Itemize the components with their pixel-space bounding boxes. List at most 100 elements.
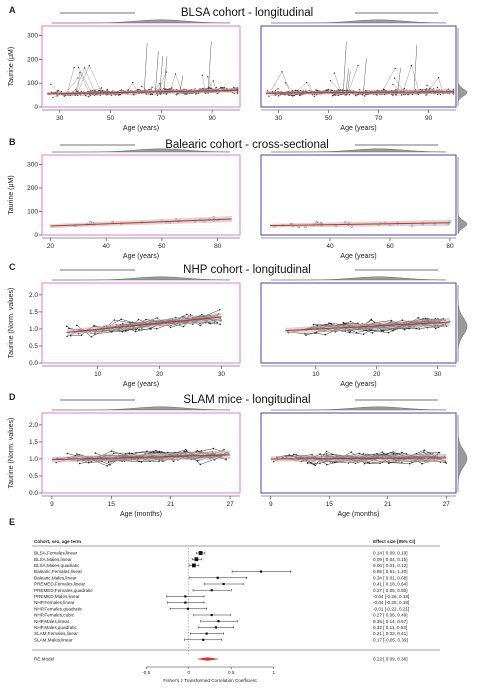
- outlier-trajectory: [343, 41, 347, 93]
- y-tick-label: 100: [27, 80, 38, 87]
- y-tick-label: 1.5: [29, 309, 38, 316]
- fit-line: [285, 321, 450, 332]
- x-axis-label: Age (years): [123, 125, 159, 132]
- plot-frame: [260, 412, 457, 494]
- confidence-band: [270, 453, 447, 463]
- x-axis-label: Age (years): [123, 253, 159, 260]
- y-tick-label: 1.0: [29, 456, 38, 463]
- forest-effect-text: 0.34 [ 0.01, 0.68]: [373, 575, 407, 580]
- x-tick-label: 15: [108, 501, 116, 508]
- forest-effect-text: 0.06 [ 0.01, 0.12]: [373, 563, 407, 568]
- forest-estimate: [210, 589, 213, 592]
- subject-trajectory: [72, 67, 96, 95]
- panel-title: Balearic cohort - cross-sectional: [165, 139, 329, 151]
- data-point: [308, 89, 310, 92]
- data-point: [419, 88, 421, 91]
- forest-estimate: [184, 595, 187, 598]
- x-axis-label: Age (years): [340, 253, 376, 260]
- y-tick-label: 200: [27, 185, 38, 192]
- y-density: [457, 285, 468, 362]
- panel-letter: C: [9, 262, 16, 272]
- data-point: [66, 335, 68, 338]
- forest-x-tick-label: 0: [187, 670, 190, 675]
- confidence-band: [66, 312, 222, 336]
- forest-effect-text: 0.85 [ 0.51, 1.20]: [373, 569, 407, 574]
- forest-effect-text: -0.01 [-0.22, 0.21]: [373, 606, 409, 611]
- forest-x-tick-label: 0.5: [228, 670, 235, 675]
- panel-title: NHP cohort - longitudinal: [183, 264, 311, 276]
- forest-estimate: [214, 626, 218, 629]
- outlier-trajectory: [347, 71, 351, 93]
- x-tick-label: 40: [326, 243, 334, 250]
- x-density: [52, 276, 231, 281]
- data-point: [68, 327, 70, 330]
- x-axis-label: Age (years): [340, 125, 376, 132]
- data-point: [268, 95, 270, 97]
- male-subplot: 30 50 70 90 Age (years): [260, 19, 468, 132]
- panel-d: D SLAM mice - longitudinal Taurine (Norm. …: [8, 392, 468, 518]
- subject-trajectory: [160, 88, 164, 90]
- panel-letter: A: [9, 5, 16, 15]
- y-tick-label: 300: [27, 161, 38, 168]
- plot-frame: [260, 282, 457, 364]
- x-tick-label: 50: [325, 115, 333, 122]
- forest-estimate: [217, 620, 220, 623]
- y-axis-label: Taurine (Norm. values): [8, 288, 15, 359]
- forest-estimate: [216, 576, 219, 579]
- x-tick-label: 70: [375, 115, 383, 122]
- forest-summary-text: 0.22 [ 0.09, 0.36]: [373, 657, 407, 662]
- x-tick-label: 80: [446, 243, 454, 250]
- x-density: [52, 406, 231, 411]
- outlier-trajectory: [163, 56, 168, 92]
- forest-row-label: Balearic,Males,linear: [34, 575, 77, 580]
- forest-row-label: NHP,Males,quadratic: [34, 625, 78, 630]
- data-point: [411, 93, 414, 96]
- y-tick-label: 0: [34, 232, 38, 239]
- female-subplot: 0 100 200 300 20 40 60 80 Age (years): [27, 148, 241, 260]
- confidence-band: [50, 215, 232, 228]
- y-tick-label: 1.5: [29, 439, 38, 446]
- x-axis-label: Age (years): [123, 381, 159, 388]
- forest-estimate: [186, 607, 189, 610]
- forest-effect-text: 0.14 [ 0.09, 0.19]: [373, 551, 407, 556]
- forest-row-label: SLAM,Females,linear: [34, 631, 78, 636]
- forest-row-label: NHP,Females,cubic: [34, 613, 75, 618]
- forest-estimate: [210, 613, 213, 617]
- forest-header-right: Effect size [95% CI]: [373, 539, 416, 544]
- y-tick-label: 300: [27, 33, 38, 40]
- x-axis-label: Age (years): [340, 381, 376, 388]
- subject-trajectory: [394, 78, 405, 92]
- subject-trajectory: [205, 80, 217, 91]
- x-tick-label: 40: [103, 243, 111, 250]
- y-tick-label: 0.0: [29, 360, 38, 367]
- y-axis-label: Taurine (μM): [8, 175, 15, 214]
- y-tick-label: 100: [27, 208, 38, 215]
- forest-row-label: PREMED,Males,linear: [34, 594, 80, 599]
- x-density: [271, 276, 447, 281]
- subject-trajectory: [80, 94, 89, 97]
- forest-header-left: Cohort, sex, age term: [34, 539, 81, 544]
- panel-letter: E: [9, 517, 15, 527]
- data-point: [52, 96, 54, 99]
- forest-estimate: [202, 638, 205, 641]
- male-subplot: 40 60 80 Age (years): [260, 148, 468, 260]
- confidence-band: [51, 450, 231, 463]
- subject-trajectory: [66, 67, 75, 94]
- x-tick-label: 90: [425, 115, 433, 122]
- y-density: [457, 415, 468, 492]
- x-tick-label: 30: [56, 115, 64, 122]
- outlier-trajectory: [413, 44, 418, 93]
- panel-title: BLSA cohort - longitudinal: [181, 7, 313, 19]
- forest-effect-text: 0.32 [ 0.11, 0.53]: [373, 625, 407, 630]
- x-tick-label: 50: [107, 115, 115, 122]
- forest-effect-text: 0.09 [ 0.04, 0.15]: [373, 557, 407, 562]
- data-point: [313, 95, 315, 98]
- forest-effect-text: -0.04 [-0.25, 0.18]: [373, 600, 409, 605]
- forest-row-label: Balearic,Females,linear: [34, 569, 82, 574]
- x-tick-label: 15: [326, 501, 334, 508]
- subject-trajectory: [146, 93, 161, 95]
- y-tick-label: 0.0: [29, 490, 38, 497]
- plot-frame: [41, 412, 241, 494]
- x-tick-label: 90: [208, 115, 216, 122]
